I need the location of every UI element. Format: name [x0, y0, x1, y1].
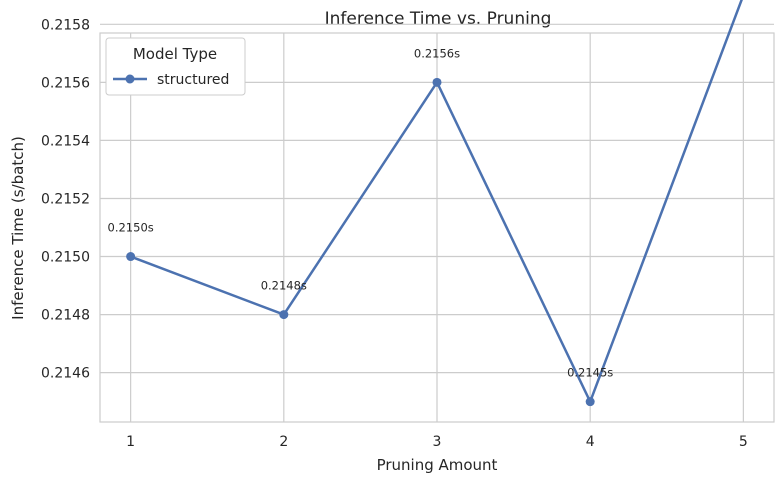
data-point: [279, 310, 289, 320]
legend-entry-structured: structured: [157, 72, 229, 88]
grid: [100, 23, 774, 422]
x-axis-ticks: 1 2 3 4 5: [126, 434, 748, 450]
data-point: [585, 397, 595, 407]
data-point: [126, 252, 136, 262]
data-label: 0.2148s: [261, 279, 307, 293]
data-label: 0.2156s: [414, 46, 460, 60]
x-axis-label: Pruning Amount: [377, 456, 498, 474]
x-tick-label: 2: [279, 434, 288, 450]
y-tick-label: 0.2150: [41, 250, 90, 266]
x-tick-label: 5: [739, 434, 748, 450]
legend-title: Model Type: [133, 45, 217, 63]
data-label: 0.2150s: [108, 221, 154, 235]
y-tick-label: 0.2154: [41, 133, 90, 149]
data-label: 0.2145s: [567, 366, 613, 380]
legend-box: [105, 37, 246, 96]
series-layer: [126, 0, 743, 407]
x-tick-label: 1: [126, 434, 135, 450]
data-point: [432, 77, 442, 87]
x-tick-label: 4: [586, 434, 595, 450]
x-tick-label: 3: [433, 434, 442, 450]
y-tick-label: 0.2148: [41, 308, 90, 324]
legend: Model Type structured: [105, 37, 246, 96]
y-axis-label: Inference Time (s/batch): [9, 136, 27, 320]
y-tick-label: 0.2146: [41, 366, 90, 382]
y-tick-label: 0.2156: [41, 75, 90, 91]
y-axis-ticks: 0.2146 0.2148 0.2150 0.2152 0.2154 0.2156 0.21…: [41, 17, 90, 381]
chart-title: Inference Time vs. Pruning: [325, 9, 552, 29]
y-tick-label: 0.2158: [41, 17, 90, 33]
legend-marker-swatch: [125, 74, 135, 84]
y-tick-label: 0.2152: [41, 191, 90, 207]
